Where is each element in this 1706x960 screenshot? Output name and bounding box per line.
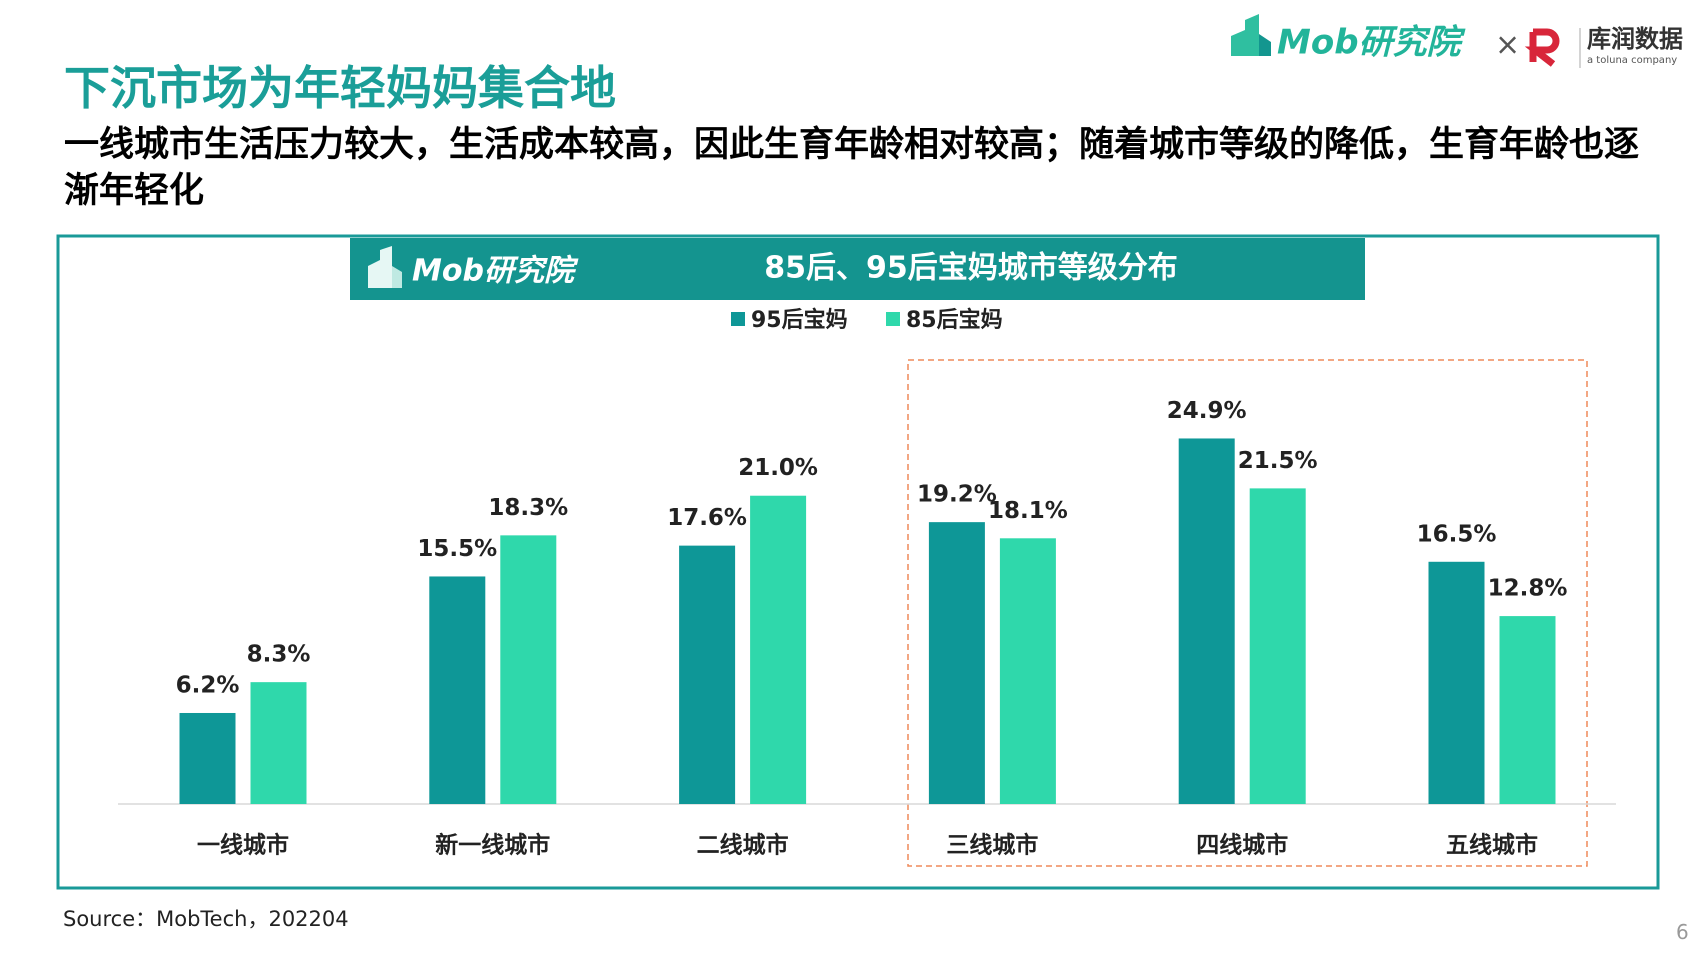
legend-label: 95后宝妈: [751, 307, 848, 333]
highlight-box: [907, 359, 1588, 867]
value-label: 21.5%: [1238, 448, 1318, 474]
value-label: 24.9%: [1167, 398, 1247, 424]
times: ×: [1495, 28, 1520, 63]
mob-icon: [368, 246, 392, 288]
x-tick-label: 五线城市: [1446, 832, 1538, 859]
kurun-logo-text: 库润数据: [1587, 25, 1683, 53]
kurun-icon: [1524, 28, 1560, 67]
value-label: 18.3%: [488, 495, 568, 521]
source: Source：MobTech，202204: [63, 907, 349, 931]
mob-icon: [1231, 14, 1259, 56]
value-label: 12.8%: [1488, 576, 1568, 602]
bar: [179, 712, 236, 804]
x-tick-label: 新一线城市: [435, 832, 550, 859]
x-tick-label: 三线城市: [946, 832, 1038, 859]
bar: [250, 682, 307, 804]
bar: [429, 576, 486, 804]
chart-banner: [350, 238, 1365, 300]
bar: [1178, 438, 1235, 804]
page-number: 6: [1676, 920, 1689, 944]
bar: [750, 495, 807, 804]
chart-frame: [56, 234, 1660, 890]
value-label: 21.0%: [738, 455, 818, 481]
bar: [500, 535, 557, 804]
value-label: 8.3%: [247, 642, 311, 668]
legend-label: 85后宝妈: [906, 307, 1003, 333]
slide-subtitle: 一线城市生活压力较大，生活成本较高，因此生育年龄相对较高；随着城市等级的降低，生…: [64, 125, 1640, 211]
kurun-logo-sub: a toluna company: [1587, 55, 1677, 66]
value-label: 17.6%: [667, 505, 747, 531]
bar: [999, 538, 1056, 804]
slide-title: 下沉市场为年轻妈妈集合地: [64, 61, 616, 115]
mob-icon: [392, 266, 402, 288]
banner-logo-text: Mob研究院: [412, 254, 579, 289]
bar: [679, 545, 736, 804]
mob-logo-text: Mob研究院: [1277, 23, 1467, 63]
bar: [928, 522, 985, 804]
mob-icon: [1259, 34, 1271, 56]
value-label: 6.2%: [176, 672, 240, 698]
legend-swatch: [886, 312, 900, 326]
chart-title: 85后、95后宝妈城市等级分布: [764, 251, 1178, 286]
bar: [1249, 488, 1306, 804]
legend-swatch: [731, 312, 745, 326]
x-tick-label: 一线城市: [197, 832, 289, 859]
value-label: 19.2%: [917, 482, 997, 508]
value-label: 15.5%: [417, 536, 497, 562]
bar: [1499, 616, 1556, 804]
x-tick-label: 二线城市: [697, 832, 789, 859]
logos: Mob研究院 × 库润数据 a toluna company: [1231, 14, 1683, 68]
bar: [1428, 561, 1485, 804]
value-label: 16.5%: [1417, 521, 1497, 547]
x-tick-label: 四线城市: [1196, 832, 1288, 859]
value-label: 18.1%: [988, 498, 1068, 524]
